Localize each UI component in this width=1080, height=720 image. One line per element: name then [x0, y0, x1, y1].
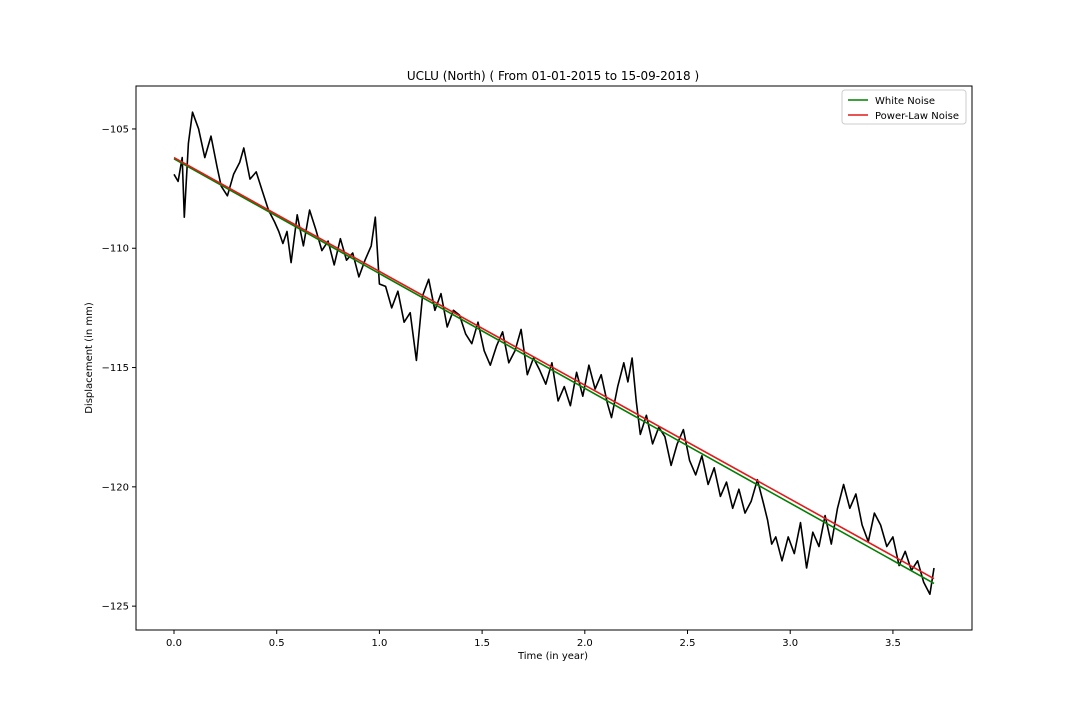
legend: White Noise Power-Law Noise	[841, 89, 967, 125]
x-tick-label: 2.5	[680, 638, 696, 649]
legend-box	[841, 89, 967, 125]
y-axis: −105 −110 −115 −120 −125	[102, 124, 136, 613]
legend-label-white-noise: White Noise	[875, 96, 935, 107]
x-tick-label: 1.0	[371, 638, 387, 649]
x-tick-label: 2.0	[577, 638, 593, 649]
legend-label-power-law-noise: Power-Law Noise	[875, 111, 959, 122]
x-tick-label: 0.0	[166, 638, 182, 649]
x-axis: 0.0 0.5 1.0 1.5 2.0 2.5 3.0 3.5	[166, 630, 901, 649]
series-line-white-noise	[173, 158, 935, 585]
axes-frame	[135, 85, 973, 631]
x-tick-label: 1.5	[474, 638, 490, 649]
y-axis-label: Displacement (in mm)	[84, 302, 95, 414]
plot-area	[173, 111, 935, 596]
series-line-observed	[173, 111, 935, 596]
y-tick-label: −105	[102, 124, 129, 135]
chart-title: UCLU (North) ( From 01-01-2015 to 15-09-…	[407, 69, 699, 83]
x-tick-label: 0.5	[269, 638, 285, 649]
y-tick-label: −125	[102, 602, 129, 613]
y-tick-label: −115	[102, 363, 129, 374]
x-tick-label: 3.0	[782, 638, 798, 649]
series-line-power-law-noise	[173, 156, 935, 580]
x-tick-label: 3.5	[885, 638, 901, 649]
y-tick-label: −120	[102, 482, 129, 493]
x-axis-label: Time (in year)	[517, 651, 588, 662]
y-tick-label: −110	[102, 244, 129, 255]
